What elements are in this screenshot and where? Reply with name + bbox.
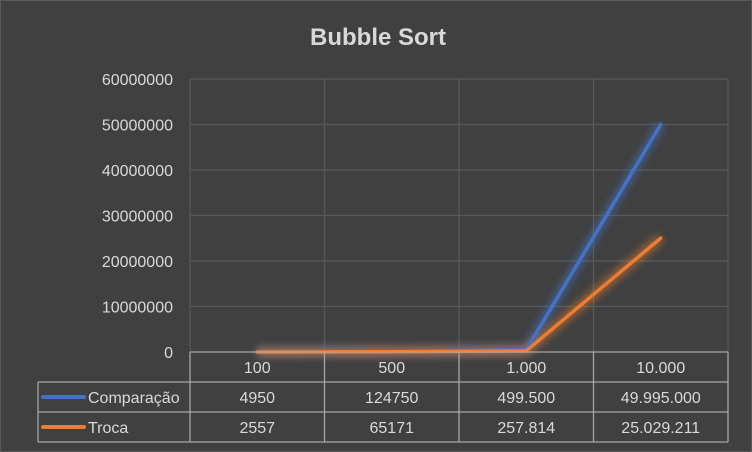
y-tick-label: 60000000 (102, 72, 173, 89)
y-axis-ticks: 0 10000000 20000000 30000000 40000000 5000000… (102, 72, 173, 362)
y-tick-label: 40000000 (102, 163, 173, 180)
y-tick-label: 50000000 (102, 118, 173, 135)
y-tick-label: 10000000 (102, 300, 173, 317)
table-cell-value: 49.995.000 (621, 390, 701, 407)
table-cell-value: 25.029.211 (621, 420, 700, 437)
x-category-label: 10.000 (636, 360, 685, 377)
x-category-label: 500 (378, 360, 405, 377)
grid-layer (189, 78, 729, 352)
table-cell-value: 124750 (365, 390, 418, 407)
series-point-1 (659, 236, 663, 240)
x-category-label: 100 (244, 360, 271, 377)
y-tick-label: 20000000 (102, 254, 173, 271)
table-cell-value: 257.814 (497, 420, 555, 437)
series-point-0 (659, 123, 663, 127)
table-cell-value: 4950 (239, 390, 275, 407)
table-cell-value: 2557 (239, 420, 275, 437)
series-name-label: Troca (88, 420, 128, 437)
x-category-label: 1.000 (506, 360, 546, 377)
chart-title: Bubble Sort (310, 24, 446, 51)
data-table: 100 500 1.000 10.000 Comparação 4950 124750 499… (37, 351, 729, 443)
table-cell-value: 499.500 (497, 390, 555, 407)
y-tick-label: 0 (164, 345, 173, 362)
y-tick-label: 30000000 (102, 209, 173, 226)
series-name-label: Comparação (88, 390, 180, 407)
table-cell-value: 65171 (370, 420, 415, 437)
